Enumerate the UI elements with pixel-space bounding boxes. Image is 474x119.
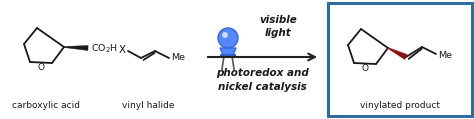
Text: Me: Me (438, 50, 452, 60)
Text: CO$_2$H: CO$_2$H (91, 43, 118, 55)
Circle shape (222, 32, 228, 38)
Text: vinylated product: vinylated product (360, 102, 440, 111)
Text: Me: Me (171, 54, 185, 62)
Bar (328, 3, 472, 116)
Circle shape (218, 28, 238, 48)
Text: O: O (37, 63, 45, 72)
Text: photoredox and: photoredox and (216, 68, 309, 78)
Text: carboxylic acid: carboxylic acid (12, 102, 80, 111)
Text: nickel catalysis: nickel catalysis (218, 82, 306, 92)
Text: X: X (118, 45, 126, 55)
Polygon shape (388, 48, 407, 60)
Text: light: light (264, 28, 292, 38)
Text: visible: visible (259, 15, 297, 25)
Polygon shape (64, 45, 88, 50)
Polygon shape (220, 48, 236, 55)
Text: vinyl halide: vinyl halide (122, 102, 174, 111)
Text: O: O (362, 64, 368, 73)
